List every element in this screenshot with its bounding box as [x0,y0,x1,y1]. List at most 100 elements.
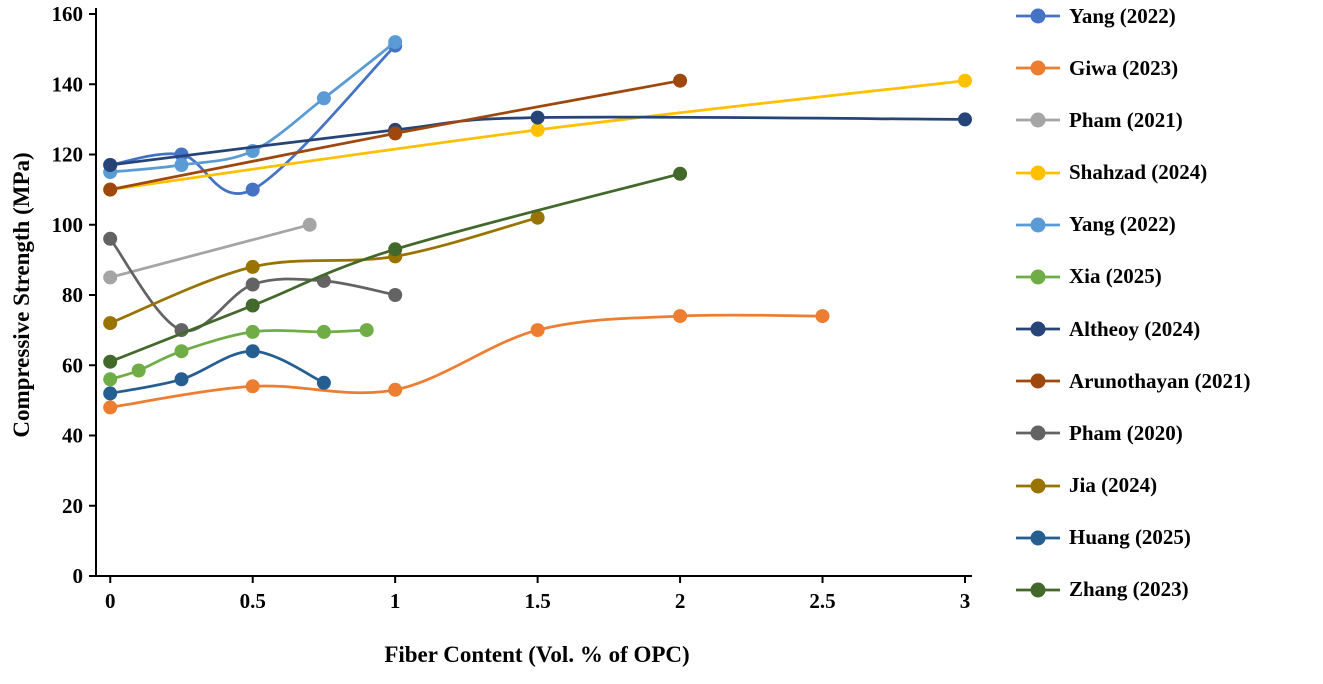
data-point-marker [103,182,118,197]
series-line-11 [108,172,682,364]
x-tick-label: 2.5 [809,589,835,613]
series-line-1 [108,313,824,409]
data-point-marker [174,147,189,162]
legend-label: Zhang (2023) [1069,577,1189,602]
legend-label: Altheoy (2024) [1069,316,1201,341]
data-point-marker [174,344,189,359]
y-tick-label: 20 [62,494,83,518]
data-point-marker [958,73,972,88]
legend-label: Xia (2025) [1069,264,1162,289]
legend-marker-icon [1016,217,1060,233]
y-tick-label: 80 [62,283,83,307]
data-point-marker [530,122,545,137]
legend-marker-icon [1016,373,1060,389]
legend-marker-icon [1016,8,1060,24]
series-line-5 [108,328,369,381]
series-line-2 [108,223,312,279]
legend-marker-icon [1016,112,1060,128]
x-axis-title: Fiber Content (Vol. % of OPC) [384,642,690,667]
data-point-marker [174,158,189,172]
legend-label: Pham (2020) [1069,420,1183,445]
legend-label: Giwa (2023) [1069,55,1179,80]
data-point-marker [958,112,972,127]
x-tick-label: 1 [390,589,401,613]
data-point-marker [388,242,403,257]
y-tick-label: 120 [52,143,84,167]
data-point-marker [388,288,403,302]
legend-marker-icon [1016,321,1060,337]
legend-label: Huang (2025) [1069,525,1191,550]
data-point-marker [673,73,688,88]
legend-item-8: Pham (2020) [1016,419,1316,447]
y-tick-label: 60 [62,353,83,377]
data-point-marker [530,110,545,125]
y-tick-label: 140 [52,72,84,96]
data-point-marker [245,344,260,359]
legend-marker-icon [1016,530,1060,546]
data-point-marker [103,231,118,246]
legend-item-9: Jia (2024) [1016,472,1316,500]
data-point-marker [103,270,118,285]
data-point-marker [245,379,260,394]
data-point-marker [103,158,118,172]
legend-marker-icon [1016,60,1060,76]
y-tick-label: 0 [73,564,84,588]
data-point-marker [103,372,118,387]
legend-marker-icon [1016,582,1060,598]
series-line-10 [108,349,326,395]
legend-marker-icon [1016,425,1060,441]
data-point-marker [673,166,688,181]
series-line-0 [108,44,397,195]
data-point-marker [245,298,260,313]
x-tick-label: 2 [675,589,686,613]
data-point-marker [530,210,545,225]
data-point-marker [530,323,545,338]
data-point-marker [388,126,403,141]
data-point-marker [103,400,118,415]
legend-label: Pham (2021) [1069,107,1183,132]
legend-item-6: Altheoy (2024) [1016,315,1316,343]
data-point-marker [359,323,374,338]
legend-item-11: Zhang (2023) [1016,576,1316,604]
y-tick-label: 100 [52,213,84,237]
data-point-marker [245,277,260,292]
legend-item-0: Yang (2022) [1016,2,1316,30]
data-point-marker [245,324,260,339]
legend-label: Yang (2022) [1069,212,1176,237]
data-point-marker [103,354,118,369]
data-point-marker [245,259,260,274]
legend-item-7: Arunothayan (2021) [1016,367,1316,395]
data-point-marker [302,217,317,232]
legend-marker-icon [1016,478,1060,494]
data-point-marker [673,309,688,324]
data-point-marker [388,382,403,397]
data-point-marker [388,35,403,50]
x-tick-label: 3 [960,589,971,613]
x-tick-label: 0.5 [240,589,266,613]
y-tick-label: 160 [52,2,84,26]
data-point-marker [245,182,260,197]
y-tick-label: 40 [62,424,83,448]
series-line-9 [108,216,539,325]
legend-marker-icon [1016,269,1060,285]
data-point-marker [103,316,118,331]
data-point-marker [131,363,146,378]
line-chart-plot-area: 0 20 40 60 80 100 120 140 160 0 0.5 1 1.5 2 2.5 3 [52,2,972,613]
legend-label: Jia (2024) [1069,473,1158,498]
chart-legend: Yang (2022) Giwa (2023) Pham (2021) Shahzad… [1016,2,1316,604]
legend-item-1: Giwa (2023) [1016,54,1316,82]
legend-item-5: Xia (2025) [1016,263,1316,291]
y-axis-title: Compressive Strength (MPa) [9,152,34,438]
legend-item-10: Huang (2025) [1016,524,1316,552]
data-point-marker [815,309,830,324]
series-line-8 [108,237,397,333]
legend-item-3: Shahzad (2024) [1016,159,1316,187]
data-point-marker [316,91,331,106]
x-tick-label: 1.5 [524,589,550,613]
legend-item-4: Yang (2022) [1016,211,1316,239]
legend-label: Shahzad (2024) [1069,160,1208,185]
legend-marker-icon [1016,165,1060,181]
data-point-marker [316,324,331,339]
legend-label: Arunothayan (2021) [1069,368,1251,393]
data-point-marker [103,386,118,401]
